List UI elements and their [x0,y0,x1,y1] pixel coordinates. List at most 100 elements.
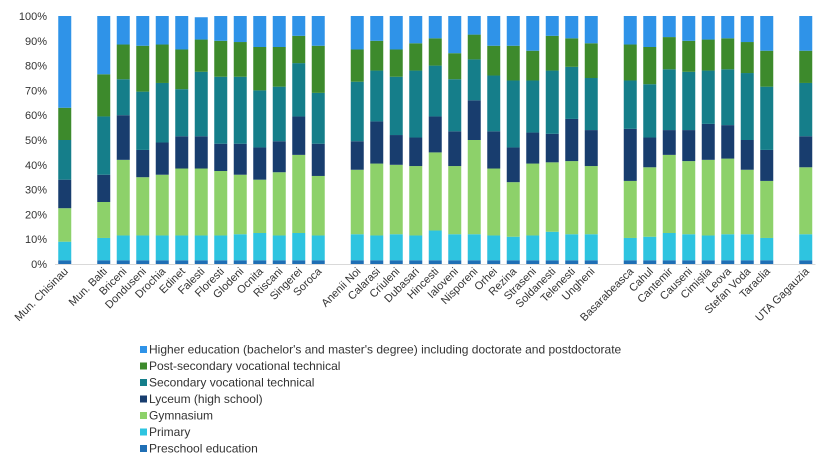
bar-segment [565,260,579,264]
y-tick-label: 0% [31,259,47,271]
bar-segment [584,260,598,264]
bar-segment [253,233,267,261]
bar-segment [565,234,579,261]
bar-segment [760,237,774,261]
bar-segment [136,260,150,264]
bar-segment [194,17,208,40]
bar-segment [428,116,442,153]
bar-segment [721,158,735,235]
bar-segment [194,235,208,261]
bar-segment [506,45,520,81]
bar-segment [643,84,657,138]
bar-segment [721,234,735,261]
bar-segment [701,16,715,40]
bar-segment [292,260,306,264]
bar-segment [409,235,423,261]
bar-segment [58,260,72,264]
bar-segment [623,16,637,45]
bar-segment [214,260,228,264]
bar-segment [467,59,481,101]
bar-segment [97,237,111,261]
bar-segment [682,40,696,72]
bar-segment [292,63,306,117]
bar-segment [214,76,228,144]
bar-segment [448,166,462,235]
bar-segment [409,43,423,71]
legend-label: Gymnasium [149,409,213,423]
bar-segment [721,69,735,126]
bar-segment [194,39,208,72]
y-tick-label: 10% [25,234,47,246]
bar-segment [760,16,774,51]
bar-segment [58,179,72,209]
bar-segment [487,75,501,132]
legend-swatch [140,395,147,403]
bar-segment [526,80,540,133]
bar-segment [623,80,637,129]
bar-segment [233,143,247,175]
bar-segment [584,166,598,235]
legend-label: Primary [149,425,190,439]
bar-segment [175,260,189,264]
bar-segment [389,234,403,261]
legend-label: Higher education (bachelor's and master'… [149,343,622,357]
bar-segment [233,260,247,264]
bar-segment [682,234,696,261]
bar-segment [701,70,715,124]
bar-segment [389,260,403,264]
bar-segment [623,237,637,261]
bar-segment [662,16,676,38]
bar-segment [233,42,247,77]
bar-segment [721,16,735,39]
y-tick-label: 30% [25,185,47,197]
bar-segment [311,16,325,46]
bar-segment [136,16,150,46]
legend-label: Post-secondary vocational technical [149,359,340,373]
bar-segment [760,86,774,150]
y-tick-label: 70% [25,85,47,97]
bar-segment [116,159,130,236]
bar-segment [175,136,189,169]
bar-segment [506,236,520,261]
bar-segment [682,260,696,264]
bar-segment [545,16,559,36]
y-tick-label: 20% [25,209,47,221]
bar-segment [97,174,111,202]
bar-segment [58,241,72,261]
bar-segment [643,137,657,168]
bar-segment [350,260,364,264]
bar-segment [487,131,501,169]
bar-segment [467,100,481,140]
bar-segment [97,202,111,238]
bar-segment [233,174,247,235]
bar-segment [292,233,306,261]
bar-segment [799,82,813,137]
bar-segment [584,78,598,131]
bar-segment [389,49,403,77]
bar-segment [428,16,442,39]
y-tick-label: 50% [25,135,47,147]
bar-segment [701,39,715,71]
bar-segment [428,65,442,117]
bar-segment [175,235,189,261]
bar-segment [448,260,462,264]
bar-segment [799,260,813,264]
bar-segment [155,174,169,236]
bar-segment [565,66,579,119]
bar-segment [350,16,364,50]
bar-segment [565,38,579,67]
bar-segment [214,143,228,171]
bar-segment [623,44,637,81]
bar-segment [799,16,813,51]
bar-segment [116,260,130,264]
bar-segment [233,76,247,144]
bar-segment [740,260,754,264]
x-tick-label: Mun. Chisinau [13,266,71,324]
bar-segment [643,260,657,264]
bar-segment [116,115,130,160]
bar-segment [448,234,462,261]
bar-segment [721,125,735,159]
legend-label: Lyceum (high school) [149,392,263,406]
bar-segment [253,47,267,91]
